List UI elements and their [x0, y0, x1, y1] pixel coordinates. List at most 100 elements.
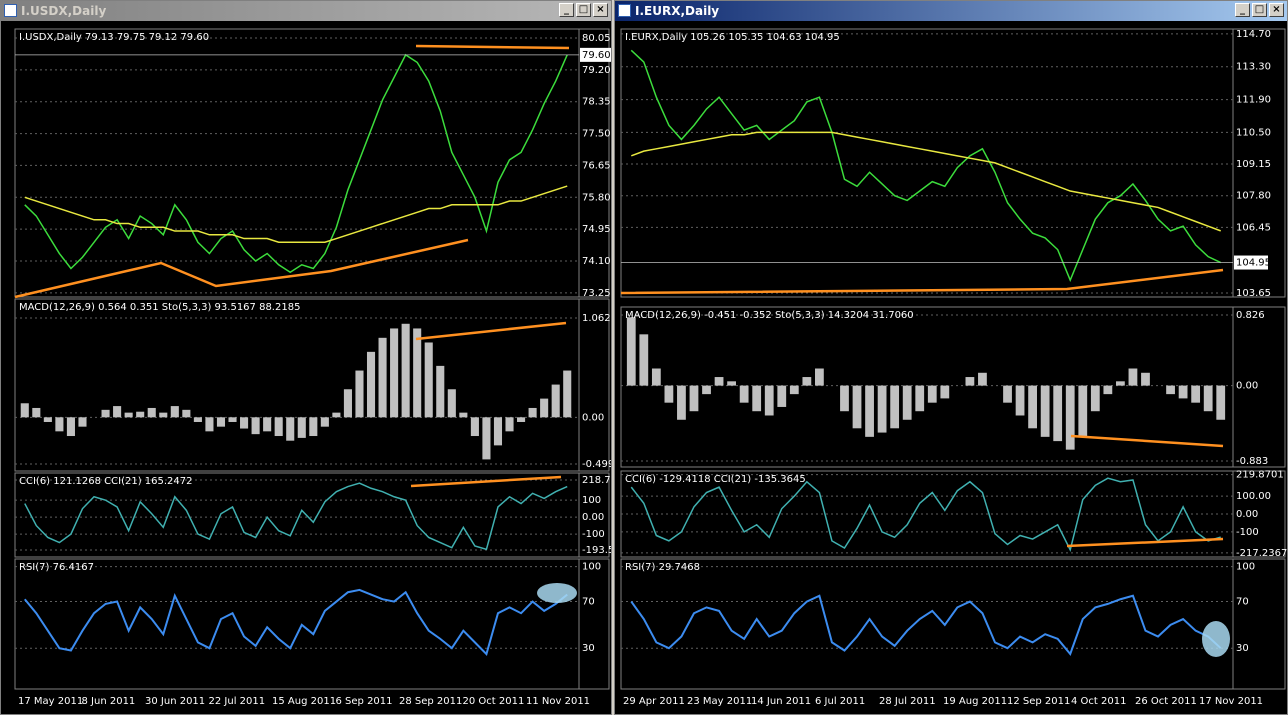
pane-label: RSI(7) 76.4167: [19, 562, 94, 573]
axis-label: 75.80: [582, 192, 611, 203]
axis-label: -0.883: [1236, 456, 1268, 467]
axis-label: 73.25: [582, 288, 611, 299]
axis-label: 77.50: [582, 129, 611, 140]
close-button[interactable]: ×: [593, 3, 608, 17]
histogram-bar: [240, 417, 249, 429]
axis-label: 218.739: [582, 475, 611, 486]
histogram-bar: [865, 385, 874, 437]
histogram-bar: [965, 377, 975, 386]
title-bar[interactable]: I.USDX,Daily _ □ ×: [1, 1, 611, 21]
series-line: [630, 49, 1222, 283]
histogram-bar: [1078, 385, 1088, 437]
axis-label: 110.50: [1236, 127, 1271, 138]
histogram-bar: [482, 417, 491, 460]
histogram-bar: [193, 417, 202, 422]
histogram-bar: [32, 407, 41, 418]
date-label: 26 Oct 2011: [1135, 696, 1197, 707]
histogram-bar: [1203, 385, 1213, 412]
histogram-bar: [447, 389, 456, 418]
window-title: I.USDX,Daily: [21, 4, 107, 18]
histogram-bar: [802, 377, 812, 386]
histogram-bar: [20, 403, 29, 418]
eurx-window: I.EURX,Daily _ □ × 100 70 30 RSI(7) 29.7468 21…: [614, 0, 1288, 715]
pane-border: [620, 306, 1286, 468]
indicator-pane: 1.062 0.00 -0.499 MACD(12,26,9) 0.564 0.351…: [14, 298, 611, 472]
minimize-button[interactable]: _: [559, 3, 574, 17]
histogram-bar: [702, 385, 711, 395]
histogram-bar: [1065, 385, 1075, 450]
histogram-bar: [1128, 368, 1138, 386]
trend-line: [620, 268, 1224, 295]
date-label: 14 Jun 2011: [751, 696, 811, 707]
histogram-bar: [413, 328, 422, 418]
window-icon: [618, 4, 631, 17]
axis-label: 100.00: [1236, 491, 1271, 502]
series-line: [631, 131, 1221, 232]
histogram-bar: [366, 351, 376, 418]
histogram-bar: [727, 381, 736, 386]
axis-label: 114.70: [1236, 29, 1271, 40]
histogram-bar: [940, 385, 950, 399]
histogram-bar: [309, 417, 318, 437]
axis-label: 100: [582, 562, 601, 573]
histogram-bar: [320, 417, 329, 427]
date-label: 12 Sep 2011: [1007, 696, 1070, 707]
pane-border: [620, 558, 1286, 690]
indicator-pane: 100 70 30 RSI(7) 29.7468: [620, 558, 1286, 690]
axis-label: 111.90: [1236, 95, 1271, 106]
pane-border: [620, 28, 1286, 298]
series-line: [630, 594, 1222, 657]
histogram-bar: [1028, 385, 1037, 429]
chart-area: 100 70 30 RSI(7) 76.4167 218.739 100 0.00 -100 -…: [1, 21, 611, 714]
date-label: 17 May 2011: [18, 696, 83, 707]
axis-label: 0.00: [582, 512, 604, 523]
series-line: [24, 53, 568, 274]
axis-label: 109.15: [1236, 159, 1271, 170]
pane-label: I.USDX,Daily 79.13 79.75 79.12 79.60: [19, 32, 209, 43]
trend-line: [415, 321, 567, 341]
histogram-bar: [216, 417, 226, 427]
indicator-pane: 0.826 0.00 -0.883 MACD(12,26,9) -0.451 -0.3…: [620, 306, 1286, 468]
histogram-bar: [651, 368, 661, 386]
date-label: 15 Aug 2011: [272, 696, 336, 707]
axis-label: 80.05: [582, 33, 611, 44]
histogram-bar: [689, 385, 699, 412]
title-bar[interactable]: I.EURX,Daily _ □ ×: [615, 1, 1287, 21]
minimize-button[interactable]: _: [1235, 3, 1250, 17]
close-button[interactable]: ×: [1269, 3, 1284, 17]
date-label: 4 Oct 2011: [1071, 696, 1126, 707]
histogram-bar: [677, 385, 686, 420]
axis-label: 0.00: [1236, 509, 1258, 520]
axis-label: 70: [1236, 597, 1249, 608]
axis-label: 70: [582, 597, 595, 608]
axis-label: 74.10: [582, 256, 611, 267]
window-buttons: _ □ ×: [1235, 3, 1284, 17]
histogram-bar: [714, 377, 724, 386]
indicator-pane: 114.70 113.30 111.90 110.50 109.15 107.80 106.…: [620, 28, 1286, 299]
histogram-bar: [752, 385, 762, 412]
axis-label: -100: [582, 529, 605, 540]
chart-area: 100 70 30 RSI(7) 29.7468 219.8701 100.00 0.00 -…: [615, 21, 1287, 714]
maximize-button[interactable]: □: [1252, 3, 1267, 17]
histogram-bar: [1015, 385, 1025, 416]
histogram-bar: [436, 365, 445, 418]
histogram-bar: [355, 370, 364, 418]
trend-line: [410, 475, 562, 488]
histogram-bar: [1178, 385, 1188, 399]
indicator-pane: 219.8701 100.00 0.00 -100 -217.2367 CCI(6) -1…: [620, 470, 1287, 559]
histogram-bar: [789, 385, 799, 395]
maximize-button[interactable]: □: [576, 3, 591, 17]
histogram-bar: [343, 389, 352, 418]
axis-label: 79.20: [582, 65, 611, 76]
axis-label: 0.00: [1236, 381, 1258, 392]
date-label: 22 Jul 2011: [209, 696, 266, 707]
pane-label: CCI(6) -129.4118 CCI(21) -135.3645: [625, 474, 806, 485]
date-label: 6 Sep 2011: [336, 696, 393, 707]
histogram-bar: [390, 328, 399, 418]
histogram-bar: [274, 417, 283, 437]
series-line: [24, 185, 568, 244]
trend-line: [415, 44, 570, 50]
histogram-bar: [764, 385, 774, 416]
